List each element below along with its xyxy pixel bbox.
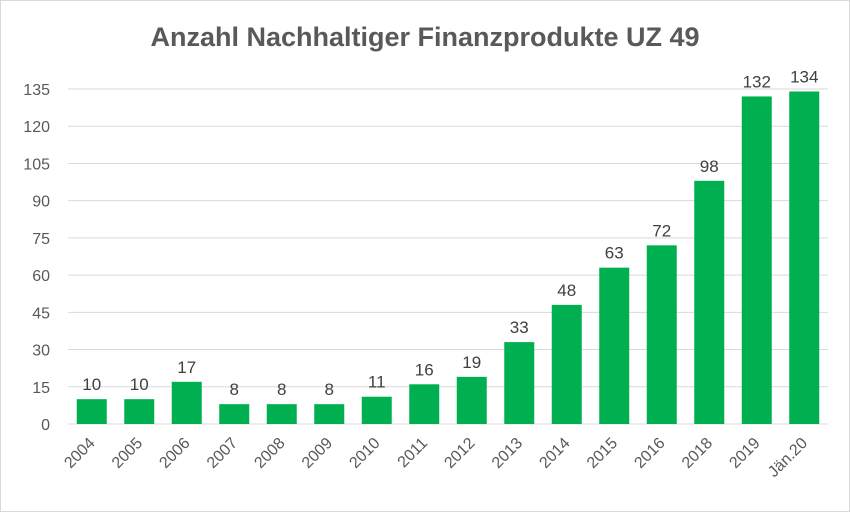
x-tick-label: 2006 xyxy=(156,435,193,472)
bar xyxy=(551,304,582,424)
y-tick-label: 90 xyxy=(32,194,50,211)
bar xyxy=(504,342,535,424)
bar xyxy=(76,399,107,424)
data-label: 132 xyxy=(743,72,771,91)
x-tick-label: 2018 xyxy=(679,435,716,472)
x-tick-label: 2019 xyxy=(726,435,763,472)
y-tick-label: 15 xyxy=(32,380,50,397)
y-axis-ticks: 0 15 30 45 60 75 90 105 120 135 xyxy=(23,82,50,434)
data-label: 8 xyxy=(325,380,334,399)
bar xyxy=(171,381,202,424)
bar xyxy=(741,96,772,424)
bars xyxy=(76,91,820,425)
x-tick-label: 2004 xyxy=(61,435,98,472)
bar xyxy=(599,267,630,424)
bar xyxy=(409,384,440,424)
y-tick-label: 75 xyxy=(32,231,50,248)
data-label: 16 xyxy=(415,360,434,379)
bar xyxy=(361,396,392,424)
x-tick-label: 2008 xyxy=(251,435,288,472)
y-tick-label: 120 xyxy=(23,119,50,136)
x-tick-label: 2014 xyxy=(536,435,573,472)
y-tick-label: 60 xyxy=(32,268,50,285)
data-label: 19 xyxy=(462,353,481,372)
x-tick-label: 2010 xyxy=(346,435,383,472)
data-label: 134 xyxy=(790,67,818,86)
data-label: 63 xyxy=(605,244,624,263)
data-label: 72 xyxy=(652,221,671,240)
data-label: 48 xyxy=(557,281,576,300)
y-tick-label: 0 xyxy=(41,417,50,434)
data-label: 11 xyxy=(368,373,386,392)
data-labels: 10 10 17 8 8 8 11 16 19 33 48 63 72 98 132 134 xyxy=(82,67,818,399)
data-label: 33 xyxy=(510,318,529,337)
x-tick-label: 2005 xyxy=(109,435,146,472)
data-label: 10 xyxy=(130,375,149,394)
y-tick-label: 105 xyxy=(23,156,50,173)
bar xyxy=(789,91,820,425)
bar xyxy=(314,404,345,424)
bar xyxy=(646,245,677,424)
x-tick-label: 2009 xyxy=(299,435,336,472)
bar xyxy=(266,404,297,424)
bar xyxy=(219,404,250,424)
x-tick-label: 2016 xyxy=(631,435,668,472)
bar xyxy=(694,180,725,424)
data-label: 8 xyxy=(230,380,239,399)
x-tick-label: 2011 xyxy=(395,435,431,471)
x-tick-label: 2012 xyxy=(441,435,478,472)
chart-title: Anzahl Nachhaltiger Finanzprodukte UZ 49 xyxy=(150,22,700,52)
x-tick-label: 2007 xyxy=(204,435,241,472)
x-tick-label: 2013 xyxy=(489,435,526,472)
data-label: 98 xyxy=(700,157,719,176)
x-axis-ticks: 2004 2005 2006 2007 2008 2009 2010 2011 2012 2013… xyxy=(61,435,811,481)
x-tick-label: Jän.20 xyxy=(765,435,811,481)
data-label: 17 xyxy=(177,358,196,377)
y-tick-label: 135 xyxy=(23,82,50,99)
data-label: 10 xyxy=(82,375,101,394)
bar xyxy=(456,376,487,424)
data-label: 8 xyxy=(277,380,286,399)
bar xyxy=(124,399,155,424)
y-tick-label: 45 xyxy=(32,305,50,322)
y-tick-label: 30 xyxy=(32,343,50,360)
x-tick-label: 2015 xyxy=(584,435,621,472)
